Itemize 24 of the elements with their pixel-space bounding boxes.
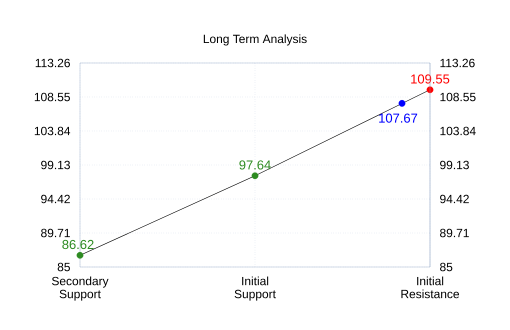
y-tick-label: 103.84 (34, 126, 70, 136)
data-label: 97.64 (239, 160, 271, 170)
data-label: 86.62 (62, 240, 94, 250)
y-tick-label: 113.26 (36, 58, 70, 68)
y2-tick-label: 99.13 (440, 160, 469, 170)
y-tick-label: 94.42 (41, 194, 70, 204)
y2-tick-label: 103.84 (440, 126, 476, 136)
x-tick-label: Secondary Support (52, 276, 109, 301)
data-label: 107.67 (379, 114, 418, 123)
y2-tick-label: 94.42 (440, 194, 469, 204)
x-tick-label: Initial Support (234, 276, 276, 301)
y2-tick-label: 108.55 (440, 92, 476, 102)
point (252, 172, 258, 180)
y-tick-label: 99.13 (41, 160, 70, 170)
y2-tick-label: 85 (440, 262, 452, 272)
chart-title: Long Term Analysis (204, 34, 307, 46)
y2-tick-label: 89.71 (440, 228, 469, 238)
y-tick-label: 89.71 (41, 228, 70, 238)
x-tick-label: Initial Resistance (401, 276, 460, 298)
point (76, 252, 84, 259)
y-tick-label: 108.55 (34, 92, 70, 102)
y-tick-label: 85 (58, 262, 70, 272)
y2-tick-label: 113.26 (440, 58, 475, 68)
data-label: 109.55 (411, 74, 450, 84)
